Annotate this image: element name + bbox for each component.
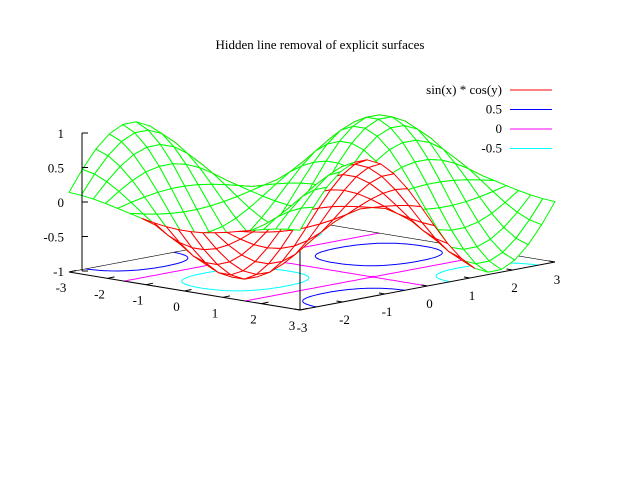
legend-label: 0.5 [486,102,502,117]
x-tick [548,260,556,263]
x-tick-label: -3 [297,320,308,335]
x-tick [506,268,513,271]
x-tick [463,276,471,279]
x-tick-label: 2 [511,280,518,295]
y-tick [145,282,154,286]
z-tick-label: -1 [53,264,64,279]
x-tick [293,308,301,311]
z-tick-label: 0.5 [48,161,64,176]
y-tick-label: -2 [94,286,105,301]
y-tick-label: 2 [250,312,257,327]
y-tick-label: 1 [212,305,219,320]
z-tick-label: 0 [58,195,65,210]
x-tick [336,300,343,303]
x-axis: -3 -2 -1 0 1 2 3 [293,260,561,335]
surface-cell [287,206,314,231]
y-tick [222,295,231,298]
x-tick-label: 0 [426,296,433,311]
x-tick [378,292,386,295]
x-tick-label: 3 [554,272,561,287]
y-tick [107,276,115,279]
y-tick-label: -3 [56,280,67,295]
y-tick-label: -1 [133,293,144,308]
x-tick-label: -2 [339,312,350,327]
y-tick [184,289,192,292]
x-tick [421,284,428,287]
surface-mesh [68,114,556,280]
y-tick-label: 3 [289,318,296,333]
z-tick-label: -0.5 [43,230,64,245]
y-axis: 3 2 1 0 -1 -2 -3 [56,270,308,333]
x-tick-label: 1 [469,288,476,303]
chart-title: Hidden line removal of explicit surfaces [215,37,424,52]
y-tick [261,301,269,305]
legend: sin(x) * cos(y) 0.5 0 -0.5 [426,82,552,156]
x-tick-label: -1 [382,304,393,319]
z-tick-label: 1 [58,126,65,141]
y-tick [299,308,308,311]
contour-0p5 [85,242,443,308]
y-tick [68,270,77,273]
z-axis: 1 0.5 0 -0.5 -1 [43,126,88,279]
legend-label: -0.5 [481,141,502,156]
y-tick-label: 0 [173,299,180,314]
legend-label: 0 [496,121,503,136]
legend-label: sin(x) * cos(y) [426,82,502,97]
